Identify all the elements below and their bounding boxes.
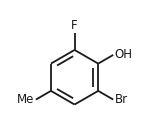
Text: Br: Br xyxy=(114,93,128,106)
Text: Me: Me xyxy=(17,93,35,106)
Text: F: F xyxy=(71,19,78,32)
Text: OH: OH xyxy=(114,48,132,61)
